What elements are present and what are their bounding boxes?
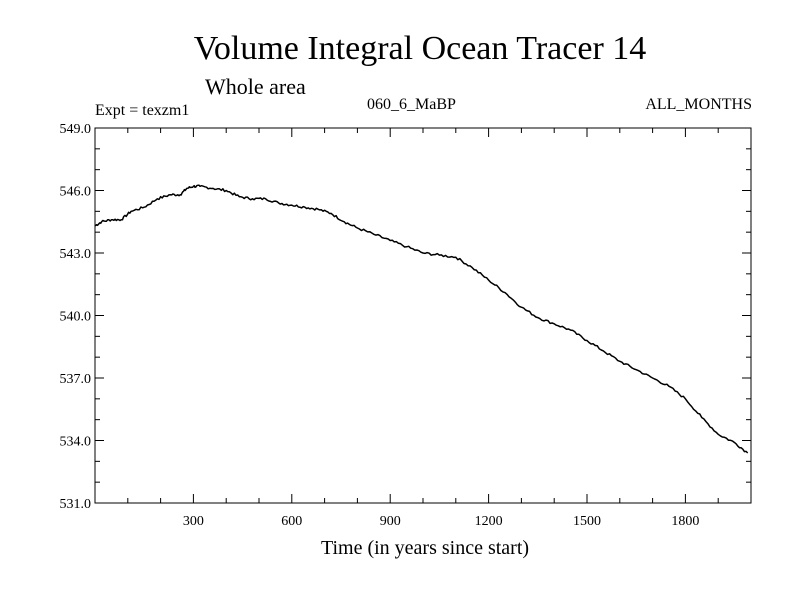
x-axis-label: Time (in years since start) [320,537,530,559]
y-tick-label: 543.0 [60,247,92,262]
axis-tick-labels: 300 600 900 1200 1500 1800 531.0 534.0 537.0 540.… [60,122,700,529]
x-tick-label: 600 [281,514,302,529]
period-label: 060_6_MaBP [367,96,456,113]
y-tick-label: 540.0 [60,310,92,325]
y-tick-label: 546.0 [60,185,92,200]
y-tick-label: 549.0 [60,122,92,137]
y-tick-label: 534.0 [60,435,92,450]
x-tick-label: 1800 [671,514,699,529]
chart-subtitle: Whole area [205,74,306,99]
x-tick-label: 900 [380,514,401,529]
x-tick-label: 300 [183,514,204,529]
plot-frame [94,127,752,504]
chart-title: Volume Integral Ocean Tracer 14 [193,30,647,67]
axis-ticks [95,128,751,503]
y-tick-label: 537.0 [60,372,92,387]
x-tick-label: 1500 [573,514,601,529]
series-line [94,184,749,454]
y-tick-label: 531.0 [60,497,92,512]
months-label: ALL_MONTHS [645,96,752,113]
experiment-label: Expt = texzm1 [95,102,190,119]
x-tick-label: 1200 [475,514,503,529]
